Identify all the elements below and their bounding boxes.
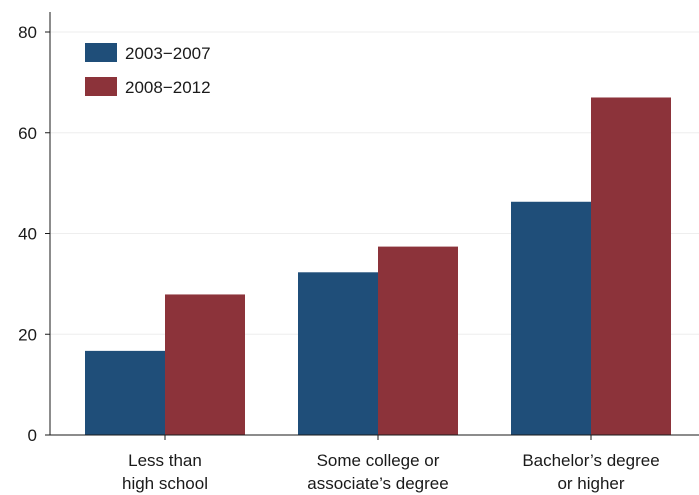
x-category-label-line: Bachelor’s degree [522, 451, 659, 470]
x-axis-category-labels: Less than high school Some college or assoc… [122, 435, 660, 493]
y-tick-label: 20 [18, 325, 37, 344]
y-tick-label: 40 [18, 225, 37, 244]
legend-swatch-series-2 [85, 77, 117, 96]
x-category-label-line: or higher [557, 474, 624, 493]
legend-swatch-series-1 [85, 43, 117, 62]
bar-series-2-category-2 [378, 246, 458, 435]
y-tick-label: 0 [28, 426, 37, 445]
legend-label-series-2: 2008−2012 [125, 78, 211, 97]
x-category-label: Bachelor’s degree or higher [522, 451, 659, 493]
bar-series-1-category-1 [85, 350, 165, 435]
y-tick-label: 80 [18, 23, 37, 42]
x-category-label: Less than high school [122, 451, 208, 493]
bar-series-2-category-1 [165, 294, 245, 435]
x-category-label-line: Some college or [317, 451, 440, 470]
legend: 2003−2007 2008−2012 [85, 43, 211, 97]
x-category-label: Some college or associate’s degree [307, 451, 448, 493]
bars [85, 97, 671, 436]
y-tick-label: 60 [18, 124, 37, 143]
x-category-label-line: Less than [128, 451, 202, 470]
x-category-label-line: high school [122, 474, 208, 493]
bar-series-2-category-3 [591, 97, 671, 436]
x-category-label-line: associate’s degree [307, 474, 448, 493]
legend-label-series-1: 2003−2007 [125, 44, 211, 63]
bar-series-1-category-3 [511, 201, 591, 435]
y-axis-ticks: 0 20 40 60 80 [18, 23, 50, 445]
bar-series-1-category-2 [298, 272, 378, 435]
